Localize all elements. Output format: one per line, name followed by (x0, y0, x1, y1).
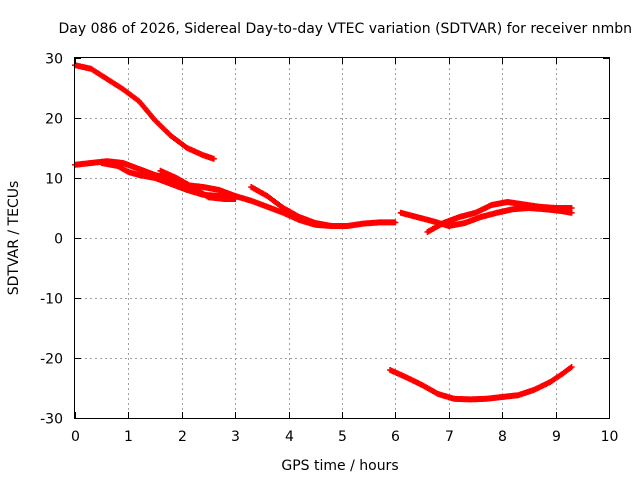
x-tick-label: 6 (391, 429, 400, 445)
grid-layer (75, 58, 609, 418)
x-tick-label: 2 (178, 429, 187, 445)
axis-ticks: 0 1 2 3 4 5 6 7 8 9 10 -30 -20 -10 0 10 20 30 (40, 52, 618, 446)
x-tick-label: 4 (285, 429, 294, 445)
x-tick-label: 0 (71, 429, 80, 445)
series-track-h (387, 364, 575, 403)
y-tick-label: 30 (45, 52, 63, 68)
x-tick-label: 10 (601, 429, 619, 445)
y-tick-label: 10 (45, 172, 63, 188)
series-track-a (72, 62, 217, 162)
data-point (232, 196, 239, 202)
series-track-d (157, 167, 239, 202)
y-tick-label: -20 (40, 352, 63, 368)
x-axis-label: GPS time / hours (281, 458, 398, 474)
x-tick-label: 8 (498, 429, 507, 445)
y-tick-label: -10 (40, 292, 63, 308)
plot-frame (74, 57, 610, 419)
data-marks (72, 62, 575, 403)
series-track-e (248, 184, 335, 229)
data-point (568, 364, 575, 370)
y-tick-label: 20 (45, 112, 63, 128)
x-tick-label: 9 (552, 429, 561, 445)
series-track-g (424, 199, 575, 235)
chart-title: Day 086 of 2026, Sidereal Day-to-day VTE… (59, 21, 633, 37)
data-point (392, 219, 399, 226)
y-tick-label: -30 (40, 412, 63, 428)
y-tick-label: 0 (54, 232, 63, 248)
y-axis-label: SDTVAR / TECUs (6, 181, 22, 296)
x-tick-label: 5 (338, 429, 347, 445)
data-point (568, 205, 575, 211)
data-point (328, 223, 335, 229)
x-tick-label: 3 (231, 429, 240, 445)
x-tick-label: 1 (124, 429, 133, 445)
x-tick-label: 7 (445, 429, 454, 445)
data-point (210, 155, 217, 162)
